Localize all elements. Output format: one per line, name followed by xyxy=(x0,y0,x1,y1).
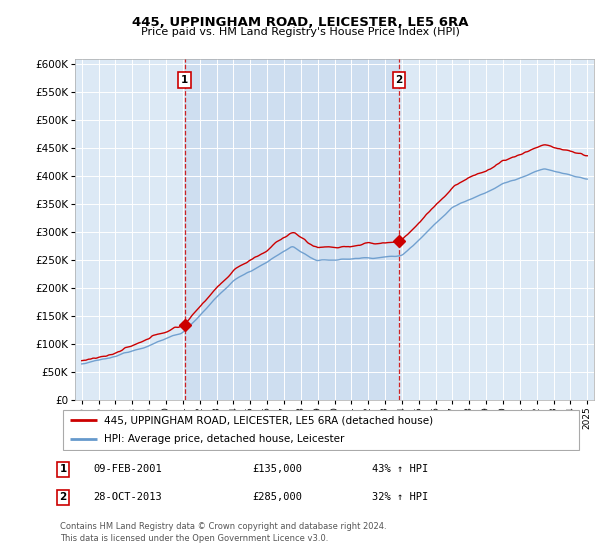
Text: 28-OCT-2013: 28-OCT-2013 xyxy=(93,492,162,502)
Text: 32% ↑ HPI: 32% ↑ HPI xyxy=(372,492,428,502)
Text: 1: 1 xyxy=(59,464,67,474)
Bar xyxy=(185,59,399,400)
Text: HPI: Average price, detached house, Leicester: HPI: Average price, detached house, Leic… xyxy=(104,435,345,445)
Text: £285,000: £285,000 xyxy=(252,492,302,502)
Text: 43% ↑ HPI: 43% ↑ HPI xyxy=(372,464,428,474)
Text: 2: 2 xyxy=(395,75,403,85)
Text: 09-FEB-2001: 09-FEB-2001 xyxy=(93,464,162,474)
Text: Contains HM Land Registry data © Crown copyright and database right 2024.
This d: Contains HM Land Registry data © Crown c… xyxy=(60,522,386,543)
Text: £135,000: £135,000 xyxy=(252,464,302,474)
Text: 2: 2 xyxy=(59,492,67,502)
Text: 1: 1 xyxy=(181,75,188,85)
FancyBboxPatch shape xyxy=(62,410,580,450)
Text: 445, UPPINGHAM ROAD, LEICESTER, LE5 6RA: 445, UPPINGHAM ROAD, LEICESTER, LE5 6RA xyxy=(132,16,468,29)
Text: 445, UPPINGHAM ROAD, LEICESTER, LE5 6RA (detached house): 445, UPPINGHAM ROAD, LEICESTER, LE5 6RA … xyxy=(104,415,433,425)
Text: Price paid vs. HM Land Registry's House Price Index (HPI): Price paid vs. HM Land Registry's House … xyxy=(140,27,460,37)
